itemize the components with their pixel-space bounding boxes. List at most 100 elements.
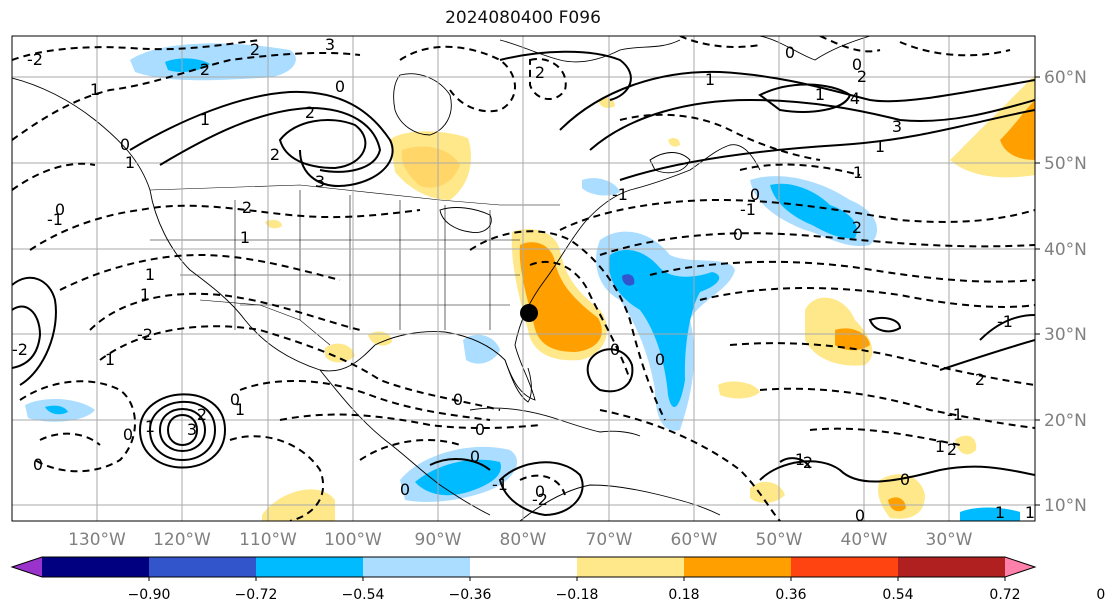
contour-label: 0	[655, 350, 665, 369]
contour-label: 1	[875, 137, 885, 156]
contour-neg-17	[759, 387, 1035, 429]
anomaly-yellow-rockies	[265, 219, 282, 229]
anomaly-yellow-hudson	[390, 131, 471, 200]
coastlines	[12, 36, 871, 521]
contour-pos-18	[779, 457, 811, 469]
contour-label: -1	[947, 405, 963, 424]
colorbar-segment	[470, 557, 577, 577]
contour-neg-6	[89, 292, 361, 331]
contour-label: 0	[535, 482, 545, 501]
lon-label: 70°W	[586, 530, 633, 550]
north-america-coast	[12, 77, 761, 401]
lon-label: 110°W	[239, 530, 297, 550]
canadian-archipelago	[499, 39, 681, 63]
contour-neg-30	[819, 36, 881, 53]
contour-label: 2	[200, 60, 210, 79]
lat-label: 20°N	[1044, 411, 1087, 431]
contour-label: 2	[803, 453, 813, 472]
political-borders	[149, 184, 560, 346]
anomaly-blue-gulf	[463, 334, 500, 364]
colorbar-segment	[42, 557, 149, 577]
contour-label: -2	[532, 490, 548, 509]
contour-pos-17	[868, 317, 902, 333]
colorbar-extend-low	[12, 557, 42, 577]
newfoundland	[649, 152, 691, 174]
contour-label: 2	[250, 40, 260, 59]
anomaly-yellow-far-east	[955, 435, 977, 455]
contour-pos-3	[278, 119, 367, 170]
contour-neg-29	[679, 36, 761, 48]
contour-label: 2	[270, 145, 280, 164]
contour-neg-18	[809, 427, 961, 446]
contour-label: 0	[400, 480, 410, 499]
contour-label: 0	[335, 77, 345, 96]
lat-label: 30°N	[1044, 325, 1087, 345]
us-mexico-border	[199, 299, 331, 346]
anomaly-skyblue-atlantic-west	[609, 249, 720, 407]
contour-label: 1	[145, 417, 155, 436]
contour-pos-6	[758, 83, 852, 113]
contour-label: -2	[12, 340, 28, 359]
anomaly-shading	[25, 43, 1035, 521]
contour-pos-10	[12, 305, 42, 369]
anomaly-yellow-south-atlantic	[750, 481, 785, 503]
lon-label: 30°W	[926, 530, 973, 550]
anomaly-orange-east-atlantic-north	[1000, 100, 1035, 160]
colorbar-tick-label: 0.72	[989, 587, 1020, 603]
colorbar-tick-label: 0.54	[882, 587, 913, 603]
contour-pos-11	[586, 348, 634, 393]
contour-pos-15	[498, 461, 584, 517]
contour-label: -2	[27, 50, 43, 69]
great-lakes	[439, 207, 492, 233]
contour-neg-26	[519, 474, 566, 496]
figure-title: 2024080400 F096	[445, 8, 601, 28]
contour-neg-20	[619, 113, 821, 161]
contour-label: -1	[612, 185, 628, 204]
contour-label: 1	[105, 350, 115, 369]
contour-label: 0	[33, 455, 43, 474]
contour-label: 0	[475, 420, 485, 439]
contour-pos-13	[979, 314, 1035, 341]
contour-pos-2	[159, 106, 382, 173]
contour-label: 3	[187, 420, 197, 439]
anomaly-orange-east-coast	[519, 242, 602, 352]
anomaly-orange-caribbean-east	[888, 497, 906, 512]
contour-label: 0	[610, 340, 620, 359]
hispaniola	[599, 430, 641, 437]
colorbar-segment	[577, 557, 684, 577]
contour-neg-15	[699, 287, 1035, 308]
longitude-labels: 130°W 120°W 110°W 100°W 90°W 80°W 70°W 6…	[68, 530, 973, 550]
colorbar-tick-label: 0.36	[775, 587, 806, 603]
colorbar-tick-label: 0.90	[1096, 587, 1105, 603]
contour-label: 1	[995, 503, 1005, 522]
anomaly-blue-pacific-north-core	[165, 58, 210, 72]
anomaly-yellow-hudson-core	[401, 146, 460, 188]
greenland	[759, 36, 871, 61]
contour-label: 3	[325, 35, 335, 54]
contour-neg-11	[529, 260, 631, 381]
contour-label: 1	[125, 153, 135, 172]
contour-neg-28	[529, 58, 567, 100]
contour-label: 1	[795, 450, 805, 469]
anomaly-skyblue-caribbean	[415, 459, 501, 496]
contour-label: -1	[492, 475, 508, 494]
colorbar-segment	[363, 557, 470, 577]
contour-label: -2	[137, 325, 153, 344]
contour-pos-cyclone-4	[138, 393, 227, 469]
contour-label: 2	[947, 440, 957, 459]
anomaly-skyblue-pacific-south	[45, 405, 68, 415]
contour-neg-19	[599, 409, 781, 521]
contour-pos-12	[939, 339, 1035, 371]
contour-label: 1	[145, 265, 155, 284]
anomaly-royal-atlantic-west	[622, 274, 635, 286]
contour-neg-31	[899, 41, 1011, 57]
contour-neg-16	[729, 342, 1035, 386]
colorbar-segment	[256, 557, 363, 577]
map-frame	[11, 35, 1036, 522]
contour-label: 1	[1025, 503, 1035, 522]
contour-neg-13	[599, 232, 1035, 256]
contour-neg-4	[29, 204, 421, 251]
colorbar-tick-label: −0.72	[235, 587, 278, 603]
contour-label: 1	[200, 110, 210, 129]
